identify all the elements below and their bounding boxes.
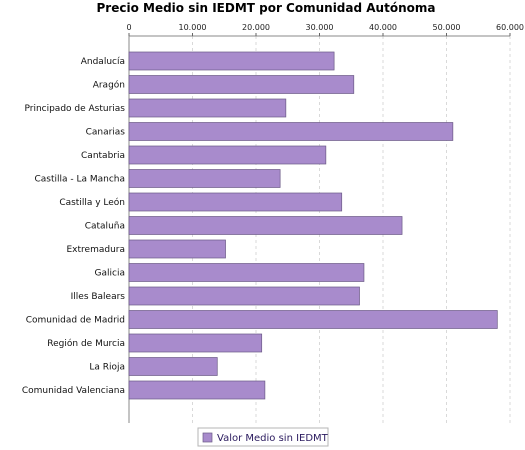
bar — [128, 122, 454, 141]
x-tick-label: 40.000 — [369, 23, 397, 32]
category-labels: Andalucía Aragón Principado de Asturias Can… — [22, 57, 125, 396]
bar — [128, 333, 263, 353]
bar — [128, 310, 498, 329]
category-label: Cantabria — [81, 151, 125, 161]
category-label: Comunidad de Madrid — [26, 316, 125, 326]
category-label: La Rioja — [89, 363, 125, 373]
bar — [128, 51, 335, 71]
bar — [128, 357, 218, 376]
x-tick-label: 30.000 — [306, 23, 334, 32]
bar — [128, 380, 266, 400]
category-label: Aragón — [93, 80, 125, 91]
legend: Valor Medio sin IEDMT — [197, 427, 329, 447]
x-tick-label: 10.000 — [179, 23, 207, 32]
legend-label: Valor Medio sin IEDMT — [217, 433, 329, 444]
x-tick-label: 0 — [126, 23, 131, 32]
bar — [128, 216, 403, 235]
bar — [128, 263, 365, 282]
bar — [128, 75, 355, 94]
bar — [128, 145, 327, 165]
category-label: Extremadura — [67, 245, 126, 255]
category-label: Castilla y León — [59, 197, 125, 208]
chart-title: Precio Medio sin IEDMT por Comunidad Aut… — [97, 1, 436, 15]
x-tick-label: 50.000 — [433, 23, 461, 32]
x-tick-label: 60.000 — [496, 23, 524, 32]
category-label: Región de Murcia — [47, 338, 125, 349]
category-label: Illes Balears — [71, 292, 126, 302]
category-label: Canarias — [86, 128, 126, 138]
bar — [128, 98, 287, 118]
category-label: Comunidad Valenciana — [22, 386, 125, 396]
category-label: Castilla - La Mancha — [34, 175, 125, 185]
category-label: Galicia — [95, 269, 125, 279]
legend-swatch — [202, 432, 213, 443]
bar — [128, 192, 343, 212]
category-label: Cataluña — [85, 222, 125, 232]
category-label: Andalucía — [81, 57, 125, 67]
legend-box — [197, 427, 329, 447]
bar — [128, 286, 360, 306]
x-tick-label: 20.000 — [242, 23, 270, 32]
bar — [128, 169, 281, 188]
category-label: Principado de Asturias — [24, 104, 125, 114]
bar — [128, 239, 226, 259]
bars — [128, 51, 498, 400]
